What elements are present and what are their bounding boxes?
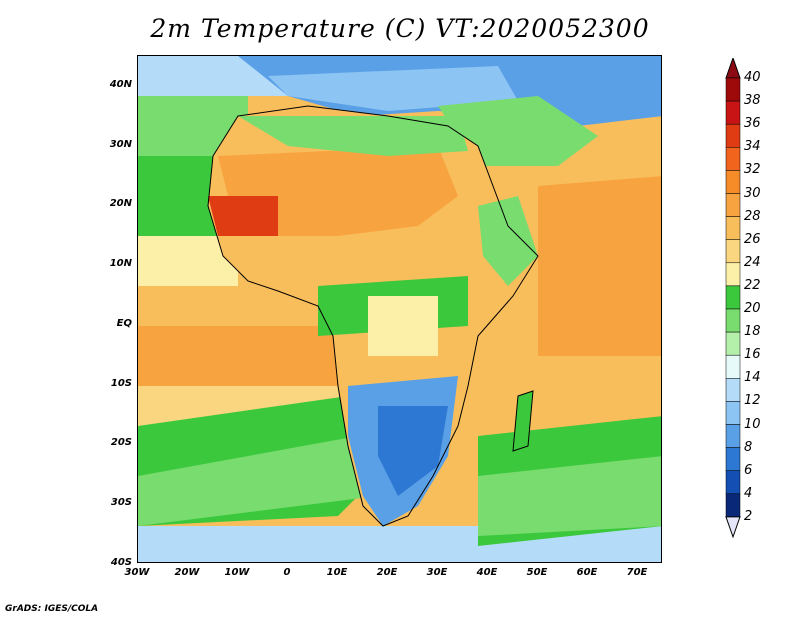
colorbar-segment [725,424,741,448]
colorbar-segment [725,447,741,471]
mediterranean-cool [268,66,518,111]
colorbar-segment [725,193,741,217]
indian-ocean-lightgreen [478,456,661,536]
lat-tick-label: 30S [110,497,132,509]
temperature-map [137,55,662,563]
colorbar [725,58,741,539]
colorbar-level-label: 40 [744,70,761,85]
lat-tick-label: 40N [109,78,132,90]
lon-tick-label: 20W [174,567,200,578]
lon-tick-label: 50E [526,567,548,578]
colorbar-segment [725,170,741,194]
colorbar-level-label: 26 [744,231,761,247]
colorbar-level-label: 34 [744,139,761,155]
colorbar-segment [725,147,741,171]
lat-tick-label: 10N [109,258,132,270]
colorbar-segment [725,493,741,518]
colorbar-segment [725,308,741,333]
madagascar-coastline [512,390,534,452]
credit-text: GrADS: IGES/COLA [5,604,99,614]
colorbar-level-label: 24 [744,254,761,270]
colorbar-top-triangle [725,58,741,79]
colorbar-segment [725,239,741,264]
lon-tick-label: 20E [376,567,398,578]
lat-tick-label: 40S [110,557,132,568]
colorbar-level-label: 18 [744,324,761,340]
colorbar-level-label: 38 [744,93,761,109]
colorbar-level-label: 28 [744,208,761,224]
lat-tick-label: 30N [109,138,132,150]
temperature-field [138,56,661,562]
colorbar-segment [725,285,741,310]
lat-tick-label: 20N [109,198,132,210]
lon-tick-label: 0 [283,567,291,578]
lon-tick-label: 30W [124,567,150,578]
lon-tick-label: 30E [426,567,448,578]
map-title: 2m Temperature (C) VT:2020052300 [150,14,650,43]
colorbar-level-label: 20 [744,301,761,316]
colorbar-segment [725,401,741,425]
colorbar-level-label: 6 [744,462,753,478]
colorbar-segment [725,216,741,240]
ethiopia-cool [478,196,538,286]
indian-ocean-hot [538,176,661,356]
colorbar-level-label: 10 [744,416,761,432]
colorbar-segment [725,354,741,379]
colorbar-segment [725,378,741,402]
africa-coastline [207,105,539,527]
colorbar-level-label: 14 [744,370,761,386]
north-africa-green [238,116,468,156]
lat-tick-label: 10S [110,377,132,389]
lon-tick-label: 70E [626,567,648,578]
colorbar-segment [725,123,741,148]
lat-tick-label: 20S [110,437,132,449]
lon-tick-label: 40E [476,567,498,578]
colorbar-level-label: 32 [744,162,761,178]
congo-yellow [368,296,438,356]
lat-tick-label: EQ [116,317,132,329]
lon-tick-label: 10W [224,567,250,578]
colorbar-level-label: 8 [744,439,753,455]
colorbar-level-label: 4 [744,485,753,501]
lon-tick-label: 10E [326,567,348,578]
colorbar-level-label: 2 [744,508,753,524]
colorbar-level-label: 22 [744,277,761,293]
colorbar-segment [725,262,741,287]
colorbar-segment [725,331,741,356]
colorbar-bottom-triangle [725,516,741,539]
lon-tick-label: 60E [576,567,598,578]
colorbar-level-label: 12 [744,393,761,409]
colorbar-segment [725,77,741,102]
colorbar-level-label: 36 [744,116,761,132]
colorbar-level-label: 30 [744,185,761,201]
west-africa-hottest [208,196,278,236]
southern-africa-cold [378,406,448,496]
atlantic-warm-band [138,326,338,386]
south-atlantic-lightgreen [138,436,378,526]
madagascar [513,391,533,451]
colorbar-segment [725,100,741,125]
colorbar-segment [725,470,741,495]
colorbar-level-label: 16 [744,347,761,363]
